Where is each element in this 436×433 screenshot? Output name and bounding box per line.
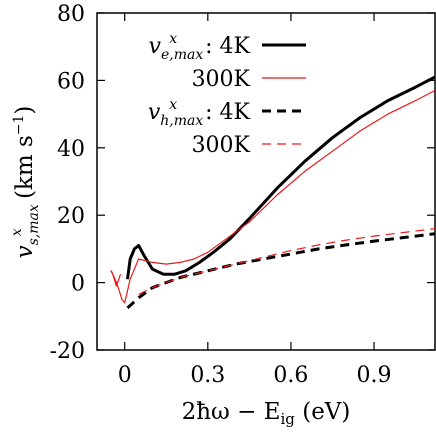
legend-label-3: vh,maxx: 4K <box>148 97 251 129</box>
y-tick-label: 20 <box>57 204 85 229</box>
legend-label-4: 300K <box>192 133 251 158</box>
series-group <box>110 75 436 310</box>
y-tick-label: 80 <box>57 2 85 27</box>
x-axis-title: 2ħω − Eig (eV) <box>182 399 351 428</box>
legend-label-2: 300K <box>192 67 251 92</box>
plot-frame <box>96 12 436 351</box>
x-tick-label: 0.9 <box>357 363 392 388</box>
y-tick-label: 40 <box>57 137 85 162</box>
legend-label-1: ve,maxx: 4K <box>149 31 251 63</box>
series-line-4 <box>138 228 436 295</box>
series-line-2 <box>110 89 436 304</box>
y-tick-label: 60 <box>57 69 85 94</box>
y-tick-label: -20 <box>50 339 85 364</box>
legend: ve,maxx: 4K 300K vh,maxx: 4K 300K <box>148 31 306 158</box>
y-tick-label: 0 <box>71 272 85 297</box>
y-axis-title: vs,maxx (km s−1) <box>9 106 42 259</box>
x-tick-label: 0 <box>118 363 132 388</box>
axis-ticks: -20 0 20 40 60 80 0 0.3 0.6 0.9 <box>50 2 435 388</box>
series-line-3 <box>126 232 436 310</box>
x-tick-label: 0.6 <box>273 363 308 388</box>
series-line-1 <box>126 75 436 280</box>
x-tick-label: 0.3 <box>190 363 225 388</box>
